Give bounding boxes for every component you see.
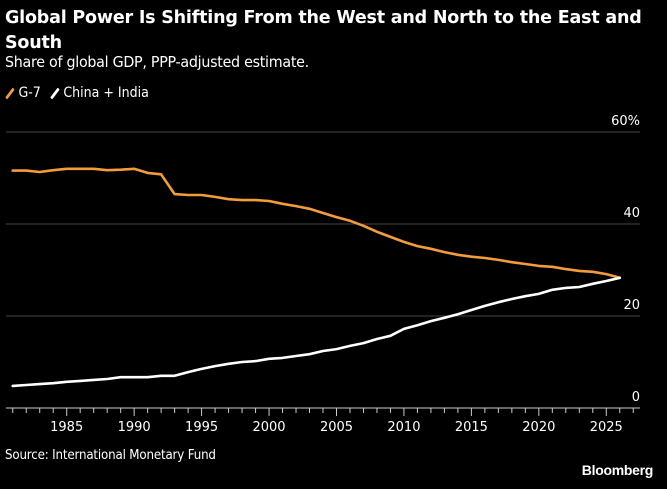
y-axis-labels: 0 20 40 60% [611, 114, 640, 405]
x-tick-label-2010: 2010 [387, 420, 420, 435]
source-note: Source: International Monetary Fund [5, 447, 216, 463]
series-line-g-7 [11, 167, 622, 280]
x-tick-label-2020: 2020 [522, 420, 555, 435]
legend-item-china-india: China + India [49, 85, 149, 101]
chart-subtitle: Share of global GDP, PPP-adjusted estima… [5, 53, 309, 71]
x-tick-label-1985: 1985 [50, 420, 83, 435]
x-tick-label-2005: 2005 [320, 420, 353, 435]
x-tick-label-1995: 1995 [185, 420, 218, 435]
x-tick-label-2015: 2015 [455, 420, 488, 435]
x-tick-label-2000: 2000 [252, 420, 285, 435]
gridlines [6, 131, 640, 317]
y-tick-label-40: 40 [623, 206, 640, 221]
series-line-china-india [11, 276, 622, 388]
legend-label-china-india: China + India [63, 85, 149, 101]
y-tick-label-0: 0 [632, 390, 640, 405]
y-tick-label-60: 60% [611, 114, 640, 129]
legend-label-g7: G-7 [18, 85, 41, 101]
y-tick-label-20: 20 [623, 298, 640, 313]
bloomberg-logo: Bloomberg [581, 462, 654, 478]
x-tick-label-1990: 1990 [118, 420, 151, 435]
series-lines [11, 167, 622, 388]
legend-item-g7: G-7 [5, 85, 41, 101]
x-tick-label-2025: 2025 [590, 420, 623, 435]
x-axis: 1985 1990 1995 2000 2005 2010 2015 2020 2025 [6, 407, 640, 435]
chart-title: Global Power Is Shifting From the West a… [5, 8, 642, 53]
legend: G-7 China + India [5, 85, 158, 101]
